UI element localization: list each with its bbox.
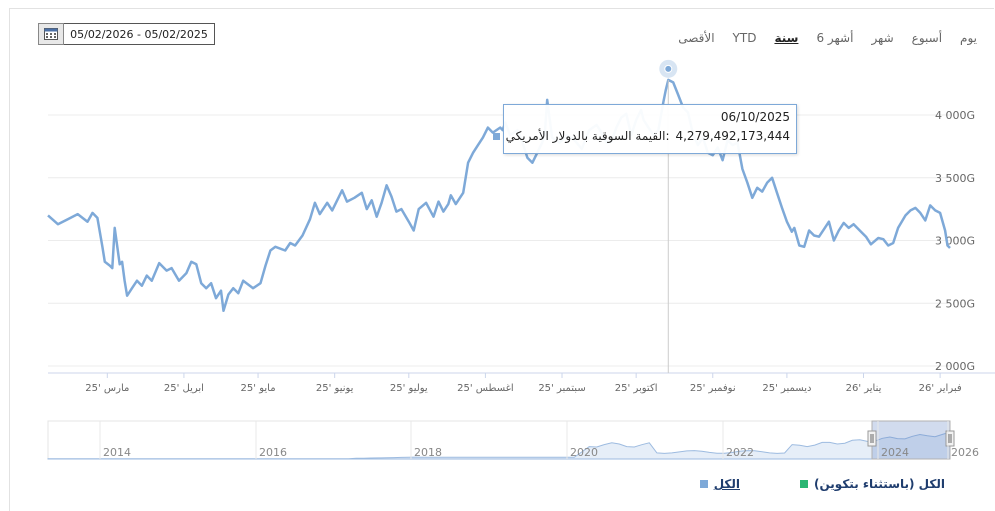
date-range-input[interactable]: 05/02/2026 - 05/02/2025 xyxy=(64,23,215,45)
hover-marker xyxy=(664,64,673,73)
legend-label-all: الكل xyxy=(713,477,740,491)
x-tick-label-6: سبتمبر '25 xyxy=(538,383,585,394)
navigator-handle-1 xyxy=(945,430,955,447)
tooltip-value: 4,279,492,173,444 xyxy=(675,129,790,143)
range-button-0[interactable]: يوم xyxy=(960,31,977,45)
navigator-tick-label-5: 2024 xyxy=(881,446,909,459)
tooltip-date: 06/10/2025 xyxy=(720,110,790,124)
y-tick-label-2: 3 000G xyxy=(935,235,975,248)
navigator-handle-0 xyxy=(867,430,877,447)
calendar-icon xyxy=(44,28,58,40)
navigator-selection xyxy=(871,420,951,460)
tooltip-row: القيمة السوقية بالدولار الأمريكي: 4,279,… xyxy=(492,129,790,143)
x-tick-label-10: يناير '26 xyxy=(846,383,882,394)
date-range-picker[interactable]: 05/02/2026 - 05/02/2025 xyxy=(38,23,215,45)
x-tick-label-1: ابريل '25 xyxy=(164,383,204,394)
x-tick-label-3: يونيو '25 xyxy=(316,383,354,394)
y-tick-label-4: 2 000G xyxy=(935,360,975,373)
range-selector: يوم أسبوع شهر 6 أشهر سنة YTD الأقصى xyxy=(678,31,977,45)
navigator-tick-label-6: 2026 xyxy=(951,446,979,459)
navigator-tick-label-2: 2018 xyxy=(414,446,442,459)
navigator-tick-label-1: 2016 xyxy=(259,446,287,459)
range-button-3[interactable]: 6 أشهر xyxy=(816,31,854,45)
x-tick-label-4: يوليو '25 xyxy=(390,383,428,394)
legend-label-all-ex-btc: الكل (باستثناء بتكوين) xyxy=(814,477,945,491)
x-tick-label-2: مايو '25 xyxy=(241,383,276,394)
x-tick-label-9: ديسمبر '25 xyxy=(762,383,811,394)
x-tick-label-5: اغسطس '25 xyxy=(457,383,514,394)
legend-item-all[interactable]: الكل xyxy=(699,477,740,491)
x-tick-label-0: مارس '25 xyxy=(85,383,129,394)
navigator-tick-label-4: 2022 xyxy=(726,446,754,459)
tooltip-swatch xyxy=(492,132,500,140)
legend: الكل الكل (باستثناء بتكوين) xyxy=(699,477,945,491)
navigator-tick-label-0: 2014 xyxy=(103,446,131,459)
x-tick-label-7: اكتوبر '25 xyxy=(615,383,658,394)
navigator-series xyxy=(47,431,951,460)
y-tick-label-3: 2 500G xyxy=(935,297,975,310)
legend-swatch-all xyxy=(699,480,708,488)
range-button-5[interactable]: YTD xyxy=(732,31,757,45)
range-button-1[interactable]: أسبوع xyxy=(911,31,943,45)
range-button-4[interactable]: سنة xyxy=(774,31,799,45)
y-tick-label-1: 3 500G xyxy=(935,172,975,185)
range-button-6[interactable]: الأقصى xyxy=(678,31,715,45)
navigator-tick-label-3: 2020 xyxy=(570,446,598,459)
calendar-button[interactable] xyxy=(38,23,64,45)
legend-swatch-all-ex-btc xyxy=(800,480,808,488)
chart-tooltip: 06/10/2025 القيمة السوقية بالدولار الأمر… xyxy=(492,104,797,154)
range-button-2[interactable]: شهر xyxy=(871,31,894,45)
legend-item-all-ex-btc[interactable]: الكل (باستثناء بتكوين) xyxy=(800,477,945,491)
x-tick-label-11: فبراير '26 xyxy=(919,383,962,394)
tooltip-series-label: القيمة السوقية بالدولار الأمريكي: xyxy=(505,129,670,143)
x-tick-label-8: نوفمبر '25 xyxy=(690,383,736,394)
y-tick-label-0: 4 000G xyxy=(935,109,975,122)
chart-frame xyxy=(9,8,994,511)
